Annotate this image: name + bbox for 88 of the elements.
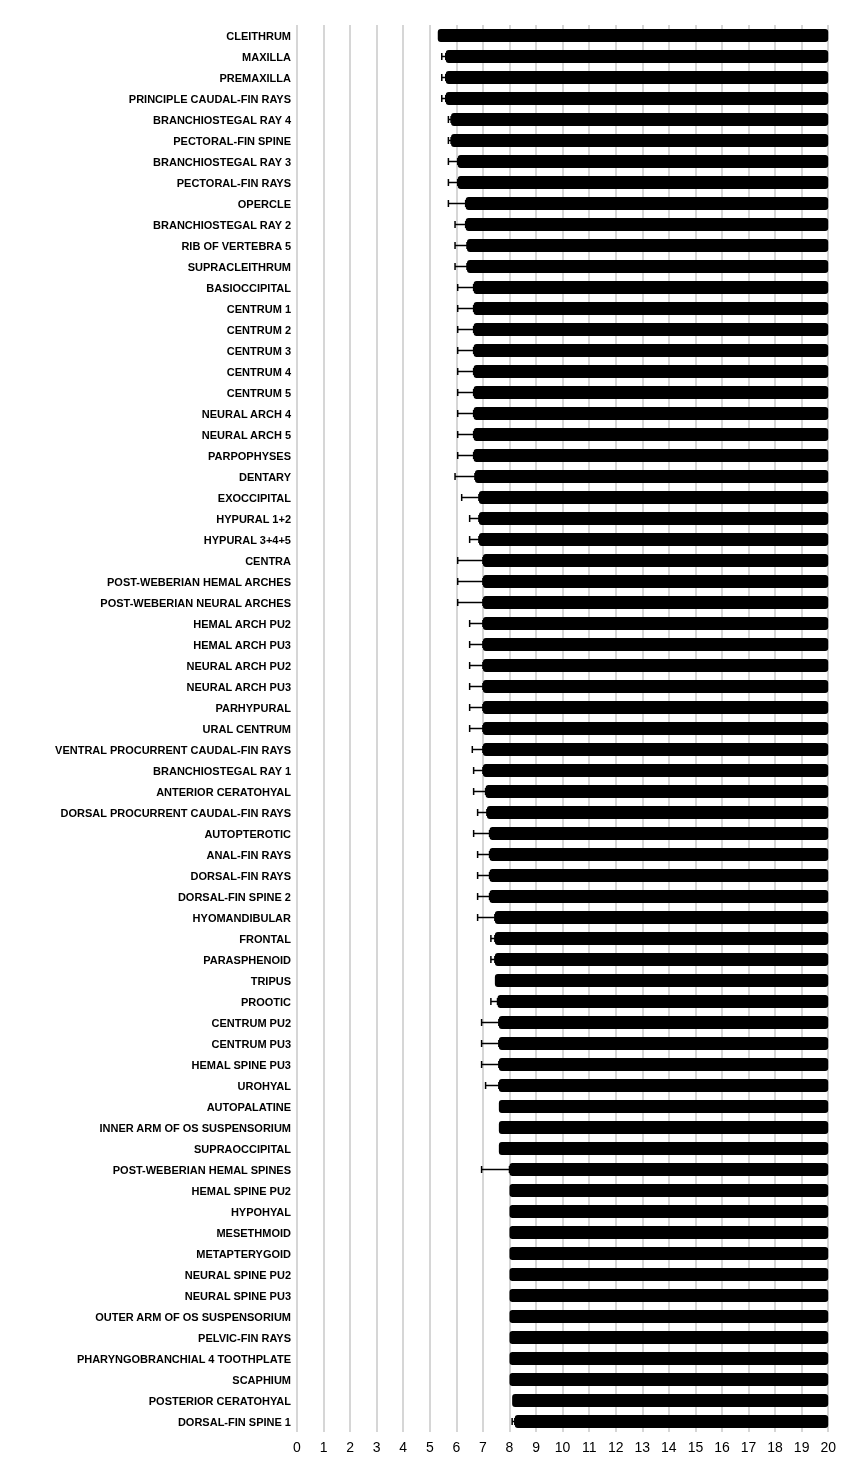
y-tick-label: CENTRUM PU2 bbox=[211, 1016, 291, 1029]
x-tick-label: 12 bbox=[607, 1439, 624, 1455]
y-tick-label: NEURAL ARCH 5 bbox=[201, 428, 291, 441]
y-tick-label: RIB OF VERTEBRA 5 bbox=[181, 239, 291, 252]
x-tick-label: 19 bbox=[793, 1439, 810, 1455]
y-tick-label: URAL CENTRUM bbox=[202, 722, 291, 735]
y-tick-label: HEMAL ARCH PU2 bbox=[193, 617, 291, 630]
y-tick-label: UROHYAL bbox=[237, 1079, 292, 1092]
x-tick-label: 14 bbox=[661, 1439, 677, 1455]
y-tick-label: HYPOHYAL bbox=[230, 1205, 292, 1218]
y-tick-label: CENTRUM 1 bbox=[226, 302, 291, 315]
y-tick-label: HYPURAL 3+4+5 bbox=[203, 533, 291, 546]
x-tick-label: 7 bbox=[479, 1439, 488, 1455]
x-tick-label: 4 bbox=[399, 1439, 408, 1455]
y-tick-label: CENTRUM 5 bbox=[226, 386, 291, 399]
y-tick-label: HEMAL SPINE PU3 bbox=[191, 1058, 291, 1071]
y-tick-label: ANAL-FIN RAYS bbox=[206, 848, 291, 861]
y-tick-label: PHARYNGOBRANCHIAL 4 TOOTHPLATE bbox=[76, 1352, 291, 1365]
x-tick-label: 5 bbox=[425, 1439, 434, 1455]
y-tick-label: POST-WEBERIAN HEMAL ARCHES bbox=[107, 575, 291, 588]
y-tick-label: DORSAL-FIN SPINE 2 bbox=[177, 890, 291, 903]
y-tick-label: POSTERIOR CERATOHYAL bbox=[148, 1394, 292, 1407]
y-tick-label: CENTRUM 4 bbox=[226, 365, 292, 378]
y-tick-label: VENTRAL PROCURRENT CAUDAL-FIN RAYS bbox=[55, 743, 291, 756]
y-tick-label: ANTERIOR CERATOHYAL bbox=[156, 785, 292, 798]
y-tick-label: DENTARY bbox=[239, 470, 292, 483]
y-tick-label: OUTER ARM OF OS SUSPENSORIUM bbox=[95, 1310, 291, 1323]
y-tick-label: BRANCHIOSTEGAL RAY 1 bbox=[153, 764, 291, 777]
y-tick-label: PRINCIPLE CAUDAL-FIN RAYS bbox=[128, 92, 291, 105]
x-tick-label: 20 bbox=[820, 1439, 837, 1455]
x-tick-label: 9 bbox=[532, 1439, 541, 1455]
y-tick-label: CENTRA bbox=[245, 554, 292, 567]
x-tick-label: 3 bbox=[372, 1439, 381, 1455]
y-tick-label: PECTORAL-FIN RAYS bbox=[176, 176, 291, 189]
y-tick-label: SUPRAOCCIPITAL bbox=[194, 1142, 292, 1155]
y-tick-label: SUPRACLEITHRUM bbox=[187, 260, 291, 273]
y-tick-label: CLEITHRUM bbox=[226, 29, 291, 42]
y-tick-label: NEURAL ARCH 4 bbox=[201, 407, 292, 420]
y-tick-label: CENTRUM 2 bbox=[226, 323, 291, 336]
y-tick-label: DORSAL PROCURRENT CAUDAL-FIN RAYS bbox=[60, 806, 291, 819]
y-tick-label: NEURAL SPINE PU2 bbox=[184, 1268, 291, 1281]
x-tick-label: 6 bbox=[452, 1439, 461, 1455]
y-tick-label: PELVIC-FIN RAYS bbox=[198, 1331, 291, 1344]
x-tick-label: 11 bbox=[581, 1439, 597, 1455]
y-tick-label: DORSAL-FIN SPINE 1 bbox=[177, 1415, 291, 1428]
y-tick-label: AUTOPTEROTIC bbox=[204, 827, 292, 840]
x-tick-label: 1 bbox=[319, 1439, 328, 1455]
y-tick-label: PECTORAL-FIN SPINE bbox=[173, 134, 291, 147]
y-tick-label: FRONTAL bbox=[239, 932, 292, 945]
y-tick-label: NEURAL ARCH PU2 bbox=[186, 659, 291, 672]
x-tick-label: 13 bbox=[634, 1439, 651, 1455]
y-tick-label: SCAPHIUM bbox=[232, 1373, 291, 1386]
y-tick-label: POST-WEBERIAN NEURAL ARCHES bbox=[100, 596, 291, 609]
y-tick-label: BRANCHIOSTEGAL RAY 3 bbox=[153, 155, 291, 168]
x-tick-label: 10 bbox=[554, 1439, 571, 1455]
y-tick-label: INNER ARM OF OS SUSPENSORIUM bbox=[99, 1121, 291, 1134]
y-tick-label: OPERCLE bbox=[237, 197, 291, 210]
x-tick-label: 8 bbox=[505, 1439, 514, 1455]
x-tick-label: 17 bbox=[740, 1439, 757, 1455]
y-tick-label: TRIPUS bbox=[250, 974, 291, 987]
y-tick-label: NEURAL ARCH PU3 bbox=[186, 680, 291, 693]
y-tick-label: MESETHMOID bbox=[216, 1226, 292, 1239]
y-tick-label: CENTRUM PU3 bbox=[211, 1037, 291, 1050]
x-tick-label: 15 bbox=[687, 1439, 704, 1455]
y-tick-label: HYOMANDIBULAR bbox=[192, 911, 292, 924]
x-tick-label: 2 bbox=[346, 1439, 355, 1455]
y-tick-label: BRANCHIOSTEGAL RAY 2 bbox=[153, 218, 291, 231]
y-tick-label: POST-WEBERIAN HEMAL SPINES bbox=[112, 1163, 291, 1176]
y-tick-label: HEMAL SPINE PU2 bbox=[191, 1184, 291, 1197]
y-tick-label: EXOCCIPITAL bbox=[217, 491, 292, 504]
y-tick-label: BASIOCCIPITAL bbox=[206, 281, 292, 294]
y-tick-label: BRANCHIOSTEGAL RAY 4 bbox=[153, 113, 292, 126]
y-tick-label: NEURAL SPINE PU3 bbox=[184, 1289, 291, 1302]
y-tick-label: CENTRUM 3 bbox=[226, 344, 291, 357]
y-tick-label: PARHYPURAL bbox=[215, 701, 292, 714]
y-tick-label: PREMAXILLA bbox=[219, 71, 292, 84]
y-tick-label: MAXILLA bbox=[242, 50, 292, 63]
x-tick-label: 18 bbox=[767, 1439, 784, 1455]
x-tick-label: 0 bbox=[293, 1439, 302, 1455]
y-tick-label: PARPOPHYSES bbox=[208, 449, 291, 462]
y-tick-label: HYPURAL 1+2 bbox=[216, 512, 291, 525]
y-tick-label: PARASPHENOID bbox=[203, 953, 292, 966]
y-tick-label: METAPTERYGOID bbox=[196, 1247, 292, 1260]
y-tick-label: DORSAL-FIN RAYS bbox=[190, 869, 291, 882]
y-tick-label: HEMAL ARCH PU3 bbox=[193, 638, 291, 651]
x-tick-label: 16 bbox=[714, 1439, 730, 1455]
y-tick-label: PROOTIC bbox=[240, 995, 292, 1008]
y-tick-label: AUTOPALATINE bbox=[206, 1100, 291, 1113]
